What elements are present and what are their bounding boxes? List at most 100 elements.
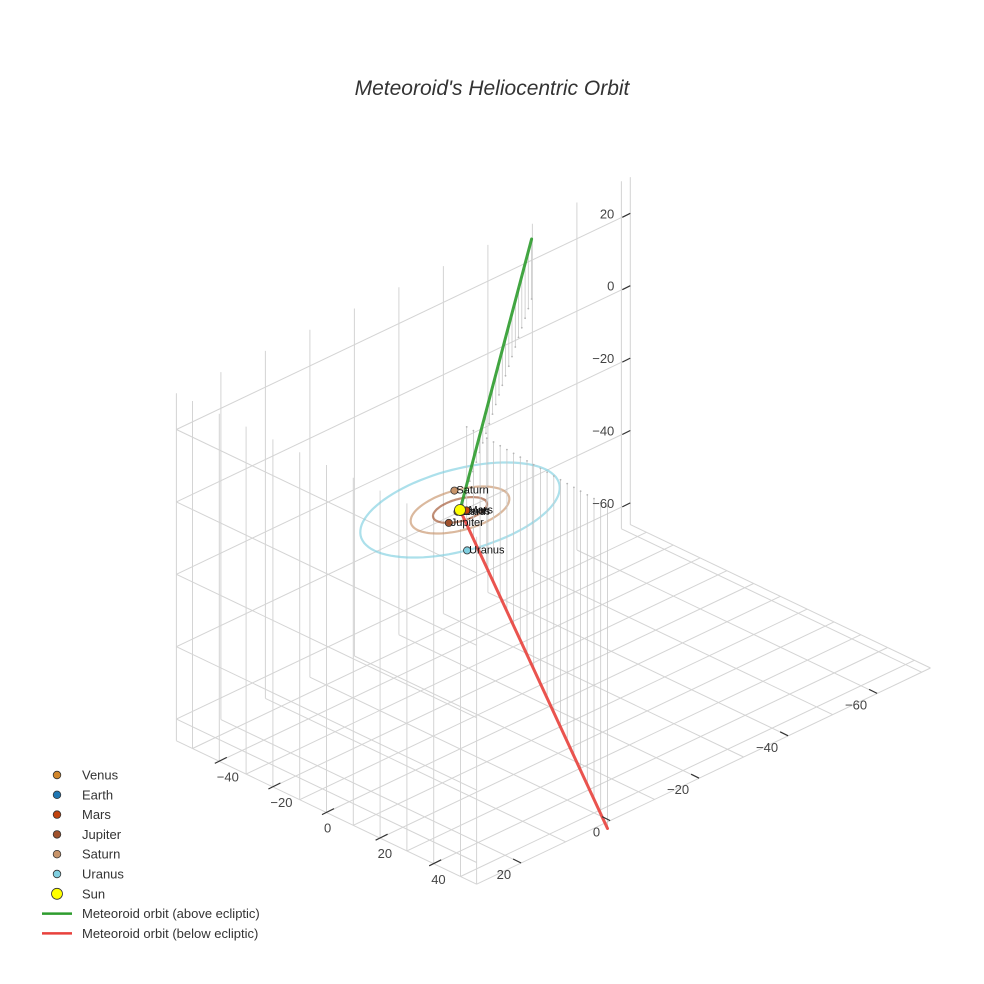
axis-tick (622, 429, 631, 436)
drop-point (507, 365, 510, 368)
grid-line (176, 718, 477, 863)
legend-marker-swatch (52, 770, 62, 780)
planet-saturn-marker (450, 486, 459, 495)
axis-tick (868, 688, 878, 694)
tick-label: 20 (600, 206, 614, 221)
drop-point (504, 374, 507, 377)
grid-line (176, 573, 477, 719)
axis-tick (375, 833, 388, 841)
axis-tick (512, 858, 522, 864)
grid-line (299, 583, 754, 801)
legend-item-sun: Sun (51, 886, 105, 901)
legend-marker-swatch (52, 790, 62, 799)
tick-label: −40 (217, 769, 239, 784)
drop-point (465, 426, 468, 428)
planet-jupiter-marker (444, 518, 453, 527)
tick-label: −20 (667, 782, 689, 797)
drop-point (517, 336, 520, 339)
grid-line (176, 501, 477, 646)
tick-label: −40 (756, 740, 778, 755)
tick-label: 20 (497, 867, 511, 882)
meteoroid-orbit-above (458, 237, 534, 512)
drop-point (579, 490, 582, 493)
tick-label: 20 (378, 846, 392, 861)
drop-point (501, 384, 504, 387)
grid-line (176, 285, 631, 503)
legend-label: Sun (82, 886, 105, 901)
grid-line (176, 502, 631, 720)
grid-line (476, 667, 931, 885)
legend-item-meteoroid-orbit-below-ecliptic: Meteoroid orbit (below ecliptic) (42, 926, 258, 941)
axis-tick (690, 773, 700, 779)
drop-point (481, 442, 484, 444)
grid-line (460, 659, 915, 877)
drop-point (526, 460, 528, 462)
tick-label: 0 (593, 825, 600, 840)
orbit-rings (359, 461, 561, 559)
legend-item-earth: Earth (52, 787, 113, 802)
drop-point (566, 482, 569, 485)
tick-label: −20 (592, 351, 614, 366)
legend-label: Saturn (82, 847, 120, 862)
drop-point (599, 501, 602, 504)
grid-line (433, 647, 888, 865)
planet-label: Jupiter (451, 517, 484, 529)
grid-line (176, 357, 631, 575)
planet-label: Uranus (469, 544, 505, 556)
drop-point (512, 452, 515, 455)
drop-point (530, 298, 533, 300)
grid-line (406, 634, 862, 852)
drop-point (485, 432, 487, 435)
drop-point (586, 494, 589, 496)
drop-point (491, 413, 494, 415)
legend-label: Uranus (82, 867, 124, 882)
tick-label: −20 (270, 795, 292, 810)
drop-point (573, 486, 575, 489)
tick-label: 0 (607, 279, 614, 294)
axis-tick (601, 816, 611, 822)
legend-label: Mars (82, 807, 111, 822)
tick-label: −40 (592, 424, 614, 439)
legend-item-uranus: Uranus (52, 867, 124, 882)
tick-label: 40 (431, 872, 445, 887)
legend-label: Venus (82, 768, 119, 783)
legend-item-venus: Venus (52, 768, 119, 783)
drop-point (527, 307, 530, 310)
legend-item-mars: Mars (52, 807, 111, 822)
orbit-ring (359, 461, 561, 559)
planet-label: Saturn (456, 485, 488, 497)
drop-point (593, 497, 595, 500)
legend-label: Meteoroid orbit (below ecliptic) (82, 926, 258, 941)
axis-tick (779, 731, 789, 737)
axis-tick (214, 756, 228, 764)
drop-point (494, 403, 497, 406)
meteoroid-orbit-below (458, 508, 609, 830)
grid-line (245, 557, 701, 775)
tick-label: −60 (592, 496, 614, 511)
drop-point (520, 326, 523, 329)
tick-label: −60 (845, 697, 867, 712)
planet-uranus-marker (463, 546, 472, 555)
sun-marker (454, 504, 466, 516)
drop-point (485, 437, 488, 440)
grid-line (379, 621, 835, 839)
chart-title: Meteoroid's Heliocentric Orbit (355, 77, 631, 100)
legend: Venus Earth Mars Jupiter Saturn Uranus Sun Mete… (42, 768, 260, 941)
drop-point (488, 422, 491, 425)
drop-point (532, 463, 535, 466)
axis-tick (268, 782, 281, 790)
grid-line (176, 646, 477, 791)
grid-line (176, 212, 631, 430)
legend-sun-swatch (51, 887, 63, 900)
drop-point (559, 478, 562, 481)
legend-label: Earth (82, 787, 113, 802)
drop-point (524, 317, 526, 320)
drop-lines (462, 239, 609, 829)
drop-point (492, 441, 495, 443)
axis-tick (321, 808, 335, 816)
grid-line (630, 524, 931, 669)
axis-ticks: −60 −40 −20 0 20 −40 −20 0 20 40 −60 −40 −20 0 20 (214, 206, 878, 887)
legend-marker-swatch (52, 810, 62, 819)
